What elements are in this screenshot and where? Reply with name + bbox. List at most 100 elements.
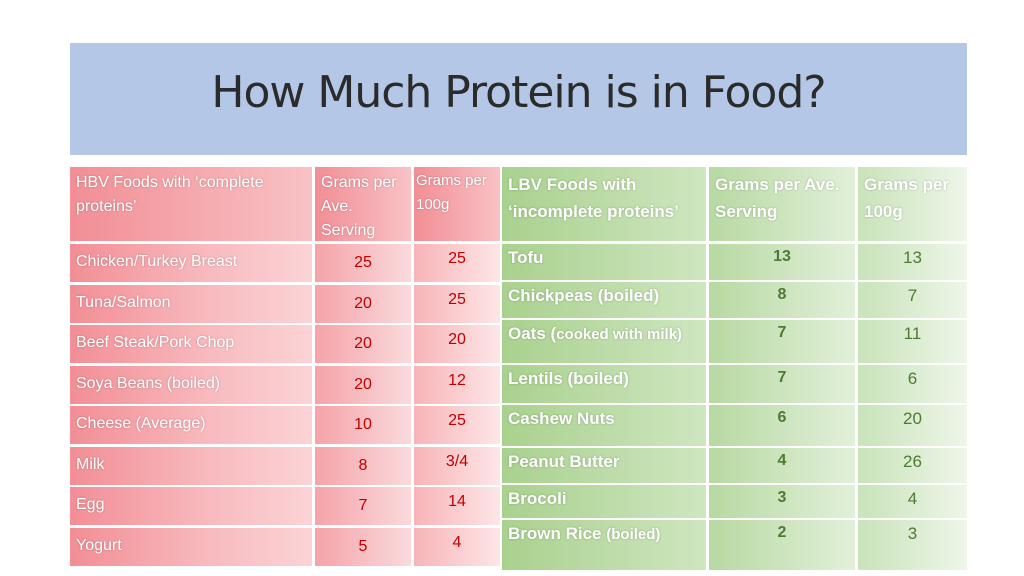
hbv-row-food-cell: Soya Beans (boiled)	[70, 365, 312, 404]
lbv-row-per100-cell: 11	[858, 320, 967, 363]
lbv-row-serving-cell: 13	[709, 244, 855, 280]
hbv-row-serving: 8	[358, 456, 368, 474]
hbv-row-serving-cell: 8	[315, 446, 411, 485]
lbv-row-food: Oats (cooked with milk)	[508, 322, 682, 347]
hbv-row-per100-cell: 25	[414, 406, 500, 444]
hbv-row-per100: 25	[448, 412, 466, 429]
lbv-row-serving-cell: 7	[709, 320, 855, 363]
hbv-row-serving-cell: 10	[315, 406, 411, 444]
lbv-row-food-main: Tofu	[508, 248, 544, 267]
hbv-row-serving-cell: 20	[315, 325, 411, 363]
lbv-row-food-cell: Peanut Butter	[502, 448, 706, 483]
lbv-row-per100-cell: 4	[858, 485, 967, 518]
hbv-row-per100-cell: 12	[414, 365, 500, 404]
hbv-row-food: Egg	[76, 496, 105, 513]
hbv-header-serving: Grams per Ave. Serving	[315, 167, 411, 241]
hbv-row-per100: 25	[448, 290, 466, 308]
hbv-row-food: Milk	[76, 455, 105, 473]
hbv-row-per100-cell: 25	[414, 244, 500, 282]
hbv-row-per100-cell: 20	[414, 325, 500, 363]
lbv-row-food: Brown Rice (boiled)	[508, 522, 660, 547]
lbv-row-food-note: (boiled)	[606, 526, 661, 543]
lbv-row-food-cell: Brocoli	[502, 485, 706, 518]
lbv-row-food-main: Oats (	[508, 324, 557, 343]
hbv-header-serving-label: Grams per Ave. Serving	[321, 174, 397, 239]
hbv-row-serving-cell: 5	[315, 527, 411, 566]
lbv-row-serving-cell: 4	[709, 448, 855, 483]
lbv-header-food-label: LBV Foods with ‘incomplete proteins’	[508, 175, 679, 221]
lbv-row-per100-cell: 3	[858, 520, 967, 570]
lbv-row-food-cell: Lentils (boiled)	[502, 365, 706, 403]
hbv-table: HBV Foods with ‘complete proteins’ Grams…	[70, 167, 500, 570]
lbv-row-serving: 13	[773, 248, 791, 265]
lbv-row-food-cell: Cashew Nuts	[502, 405, 706, 446]
lbv-row-per100: 13	[903, 248, 922, 267]
hbv-row-food-cell: Chicken/Turkey Breast	[70, 244, 312, 282]
hbv-row-serving: 5	[358, 537, 368, 555]
lbv-row-serving: 3	[777, 489, 787, 506]
lbv-row-food-main: Brown Rice	[508, 524, 607, 543]
hbv-row-per100: 12	[448, 371, 466, 389]
lbv-row-serving: 6	[777, 409, 787, 426]
lbv-row-serving-cell: 6	[709, 405, 855, 446]
lbv-row-per100: 3	[907, 524, 918, 543]
hbv-row-serving: 20	[354, 375, 372, 393]
lbv-row-food: Brocoli	[508, 487, 567, 512]
hbv-row-per100: 4	[452, 533, 462, 551]
lbv-row-food-cell: Oats (cooked with milk)	[502, 320, 706, 363]
hbv-row-food: Chicken/Turkey Breast	[76, 253, 238, 270]
lbv-row-per100-cell: 6	[858, 365, 967, 403]
lbv-row-per100-cell: 20	[858, 405, 967, 446]
lbv-row-per100-cell: 7	[858, 282, 967, 318]
lbv-row-food-main: Chickpeas (boiled)	[508, 286, 660, 305]
hbv-row-food-cell: Milk	[70, 446, 312, 485]
lbv-row-per100: 4	[907, 489, 918, 508]
hbv-row-per100-cell: 3/4	[414, 446, 500, 485]
lbv-row-food-cell: Tofu	[502, 244, 706, 280]
lbv-row-per100-cell: 13	[858, 244, 967, 280]
hbv-row-food: Tuna/Salmon	[76, 293, 171, 311]
lbv-header-per100-label: Grams per 100g	[864, 175, 950, 221]
lbv-row-serving: 4	[777, 452, 787, 469]
hbv-row-per100: 3/4	[445, 452, 469, 470]
lbv-row-food-main: Peanut Butter	[508, 452, 620, 471]
hbv-row-food-cell: Cheese (Average)	[70, 406, 312, 444]
hbv-row-per100: 20	[448, 331, 466, 348]
hbv-row-food: Beef Steak/Pork Chop	[76, 334, 235, 351]
lbv-row-food-cell: Chickpeas (boiled)	[502, 282, 706, 318]
hbv-row-per100: 14	[448, 493, 466, 510]
lbv-row-per100: 11	[903, 324, 922, 343]
hbv-row-food-cell: Beef Steak/Pork Chop	[70, 325, 312, 363]
hbv-row-serving: 20	[354, 294, 372, 312]
lbv-row-food-main: Cashew Nuts	[508, 409, 615, 428]
lbv-row-food-main: Lentils (boiled)	[508, 369, 629, 388]
hbv-row-serving-cell: 7	[315, 487, 411, 525]
lbv-row-food: Cashew Nuts	[508, 407, 615, 432]
hbv-row-serving-cell: 25	[315, 244, 411, 282]
lbv-row-food: Lentils (boiled)	[508, 367, 629, 392]
lbv-row-serving: 7	[777, 324, 787, 341]
lbv-row-per100: 20	[903, 409, 922, 428]
lbv-row-serving-cell: 3	[709, 485, 855, 518]
hbv-row-serving: 10	[354, 416, 372, 433]
hbv-row-per100-cell: 4	[414, 527, 500, 566]
hbv-header-per100: Grams per 100g	[414, 167, 500, 241]
hbv-row-serving: 20	[354, 335, 372, 352]
lbv-row-food: Tofu	[508, 246, 544, 271]
lbv-row-per100: 7	[907, 286, 918, 305]
hbv-row-food-cell: Egg	[70, 487, 312, 525]
lbv-header-serving: Grams per Ave. Serving	[709, 167, 855, 241]
lbv-row-serving: 7	[777, 369, 787, 386]
lbv-header-per100: Grams per 100g	[858, 167, 967, 241]
lbv-row-food-note: cooked with milk)	[556, 326, 683, 343]
hbv-row-food: Soya Beans (boiled)	[76, 374, 221, 392]
lbv-row-food: Peanut Butter	[508, 450, 619, 475]
hbv-header-food: HBV Foods with ‘complete proteins’	[70, 167, 312, 241]
hbv-header-food-label: HBV Foods with ‘complete proteins’	[76, 174, 264, 215]
lbv-row-serving-cell: 2	[709, 520, 855, 570]
hbv-row-serving-cell: 20	[315, 365, 411, 404]
page-title: How Much Protein is in Food?	[211, 67, 826, 118]
lbv-header-serving-label: Grams per Ave. Serving	[715, 175, 840, 221]
lbv-row-per100: 26	[903, 452, 922, 471]
lbv-row-per100: 6	[907, 369, 918, 388]
